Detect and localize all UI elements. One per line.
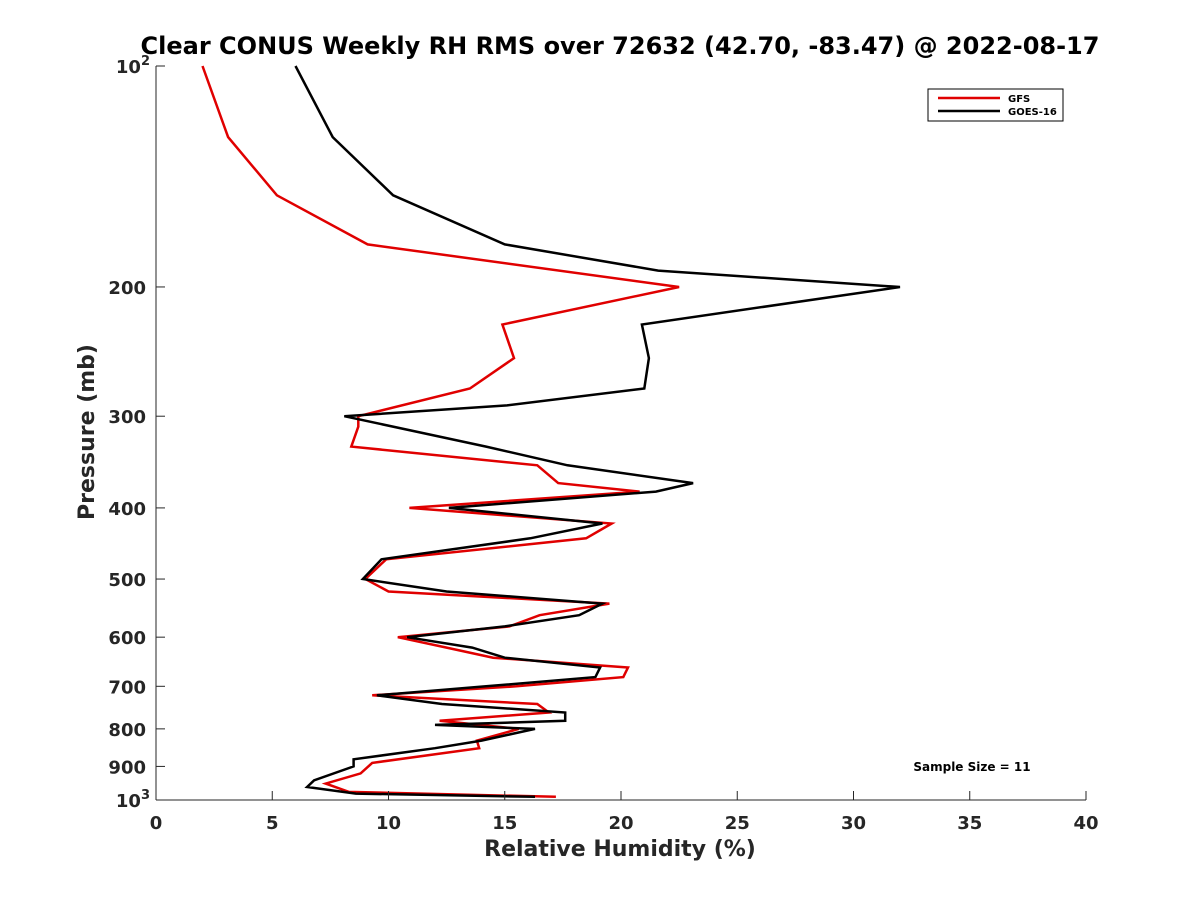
x-tick-label: 35 (957, 813, 982, 834)
x-tick-label: 10 (376, 813, 401, 834)
y-tick-label: 800 (108, 720, 146, 741)
y-tick-label: 500 (108, 570, 146, 591)
x-tick-label: 40 (1073, 813, 1098, 834)
x-tick-label: 15 (492, 813, 517, 834)
x-tick-label: 20 (608, 813, 633, 834)
series-layer (201, 65, 901, 799)
x-tick-label: 25 (725, 813, 750, 834)
sample-size-annotation: Sample Size = 11 (913, 760, 1030, 774)
y-tick-label: 102 (116, 54, 150, 78)
y-tick-label: 700 (108, 677, 146, 698)
y-tick-label: 600 (108, 628, 146, 649)
series-line-gfs (201, 65, 680, 799)
x-tick-label: 5 (266, 813, 279, 834)
legend-box (927, 88, 1064, 122)
legend-label: GOES-16 (1008, 107, 1057, 118)
legend: GFS GOES-16 (927, 88, 1064, 122)
y-tick-label: 200 (108, 278, 146, 299)
x-tick-label: 30 (841, 813, 866, 834)
y-tick-label: 400 (108, 499, 146, 520)
axes-layer: 0 5 10 15 20 25 30 35 40 102 200 300 400 500 600 700 800… (108, 54, 1098, 834)
y-tick-label: 900 (108, 757, 146, 778)
legend-label: GFS (1008, 94, 1030, 105)
y-tick-label: 103 (116, 788, 150, 812)
chart-title: Clear CONUS Weekly RH RMS over 72632 (42… (141, 32, 1100, 60)
series-line-goes-16 (294, 65, 901, 799)
x-tick-label: 0 (150, 813, 163, 834)
y-axis-label: Pressure (mb) (75, 344, 100, 520)
x-axis-label: Relative Humidity (%) (484, 837, 756, 862)
y-tick-label: 300 (108, 407, 146, 428)
